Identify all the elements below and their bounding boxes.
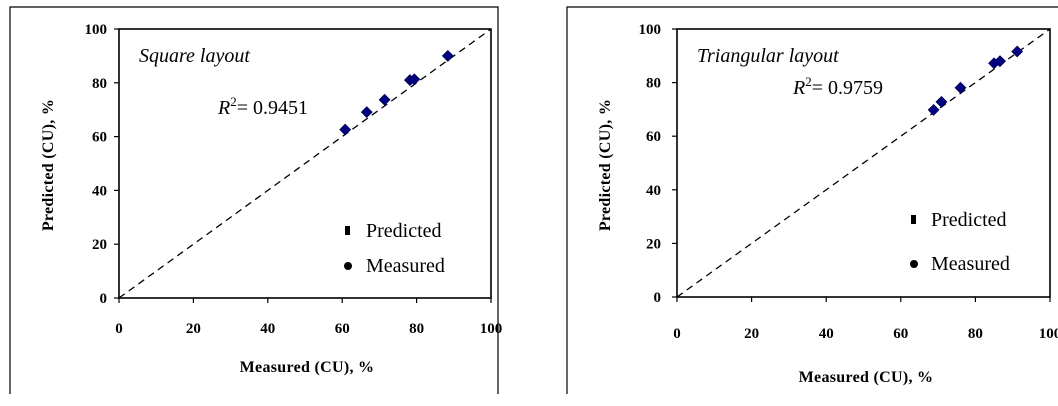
x-tick-label: 0 <box>115 321 123 337</box>
x-tick-label: 0 <box>673 326 681 342</box>
legend-label-measured: Measured <box>931 253 1010 275</box>
y-tick-label: 40 <box>646 183 661 199</box>
y-axis-title: Predicted (CU), % <box>597 99 614 231</box>
legend-marker-circle <box>344 262 352 270</box>
y-tick-label: 80 <box>646 76 661 92</box>
data-point <box>339 123 352 136</box>
x-tick-label: 100 <box>480 321 503 337</box>
data-point <box>994 55 1006 68</box>
data-point <box>378 93 391 106</box>
x-tick-label: 100 <box>1039 326 1058 342</box>
y-tick-label: 0 <box>100 291 108 307</box>
r2-superscript: 2 <box>805 74 812 89</box>
r2-annotation: R2= 0.9759 <box>792 74 883 99</box>
x-tick-label: 20 <box>186 321 201 337</box>
data-point <box>360 106 373 119</box>
x-tick-label: 20 <box>744 326 759 342</box>
r2-symbol: R <box>217 97 230 119</box>
legend: Predicted Measured <box>910 209 1010 275</box>
chart-frame <box>566 6 1058 394</box>
layout-annotation: Square layout <box>139 45 250 67</box>
layout-annotation: Triangular layout <box>697 45 839 67</box>
one-to-one-line <box>118 28 492 299</box>
x-tick-label: 80 <box>968 326 983 342</box>
y-axis-title: Predicted (CU), % <box>40 99 57 231</box>
y-tick-label: 60 <box>646 129 661 145</box>
r2-value: = 0.9759 <box>812 77 883 99</box>
y-tick-label: 100 <box>85 22 108 38</box>
legend-label-predicted: Predicted <box>931 209 1007 231</box>
data-point <box>441 49 454 62</box>
r2-annotation: R2= 0.9451 <box>217 94 308 119</box>
chart-panel: 0 20 40 60 80 100 0 20 40 60 80 100 Measured (CU), %… <box>9 6 503 394</box>
y-tick-label: 40 <box>92 183 107 199</box>
r2-value: = 0.9451 <box>237 97 308 119</box>
data-point <box>408 73 421 86</box>
one-to-one-line <box>676 28 1051 298</box>
x-tick-label: 80 <box>409 321 424 337</box>
y-tick-label: 100 <box>639 22 662 38</box>
plot-area <box>676 28 1051 298</box>
y-tick-label: 80 <box>92 76 107 92</box>
x-tick-label: 40 <box>819 326 834 342</box>
plot-area <box>118 28 492 299</box>
x-tick-label: 60 <box>893 326 908 342</box>
x-tick-label: 40 <box>260 321 275 337</box>
y-tick-label: 20 <box>646 236 661 252</box>
legend-marker-circle <box>910 260 918 268</box>
legend-label-predicted: Predicted <box>366 220 442 242</box>
x-axis-title: Measured (CU), % <box>799 369 934 386</box>
y-tick-label: 20 <box>92 237 107 253</box>
legend-label-measured: Measured <box>366 255 445 277</box>
y-tick-label: 0 <box>654 290 662 306</box>
r2-superscript: 2 <box>230 94 237 109</box>
data-point <box>1011 45 1024 58</box>
chart-panel: 0 20 40 60 80 100 0 20 40 60 80 100 Measured (CU), %… <box>566 6 1058 394</box>
data-point <box>927 104 940 116</box>
x-axis-title: Measured (CU), % <box>240 359 375 376</box>
legend-marker-square <box>345 226 350 235</box>
data-point <box>935 95 948 108</box>
r2-symbol: R <box>792 77 805 99</box>
legend-marker-square <box>911 215 916 224</box>
y-tick-label: 60 <box>92 130 107 146</box>
data-point <box>954 81 967 94</box>
x-tick-label: 60 <box>335 321 350 337</box>
legend: Predicted Measured <box>344 220 445 277</box>
chart-frame <box>9 6 499 394</box>
